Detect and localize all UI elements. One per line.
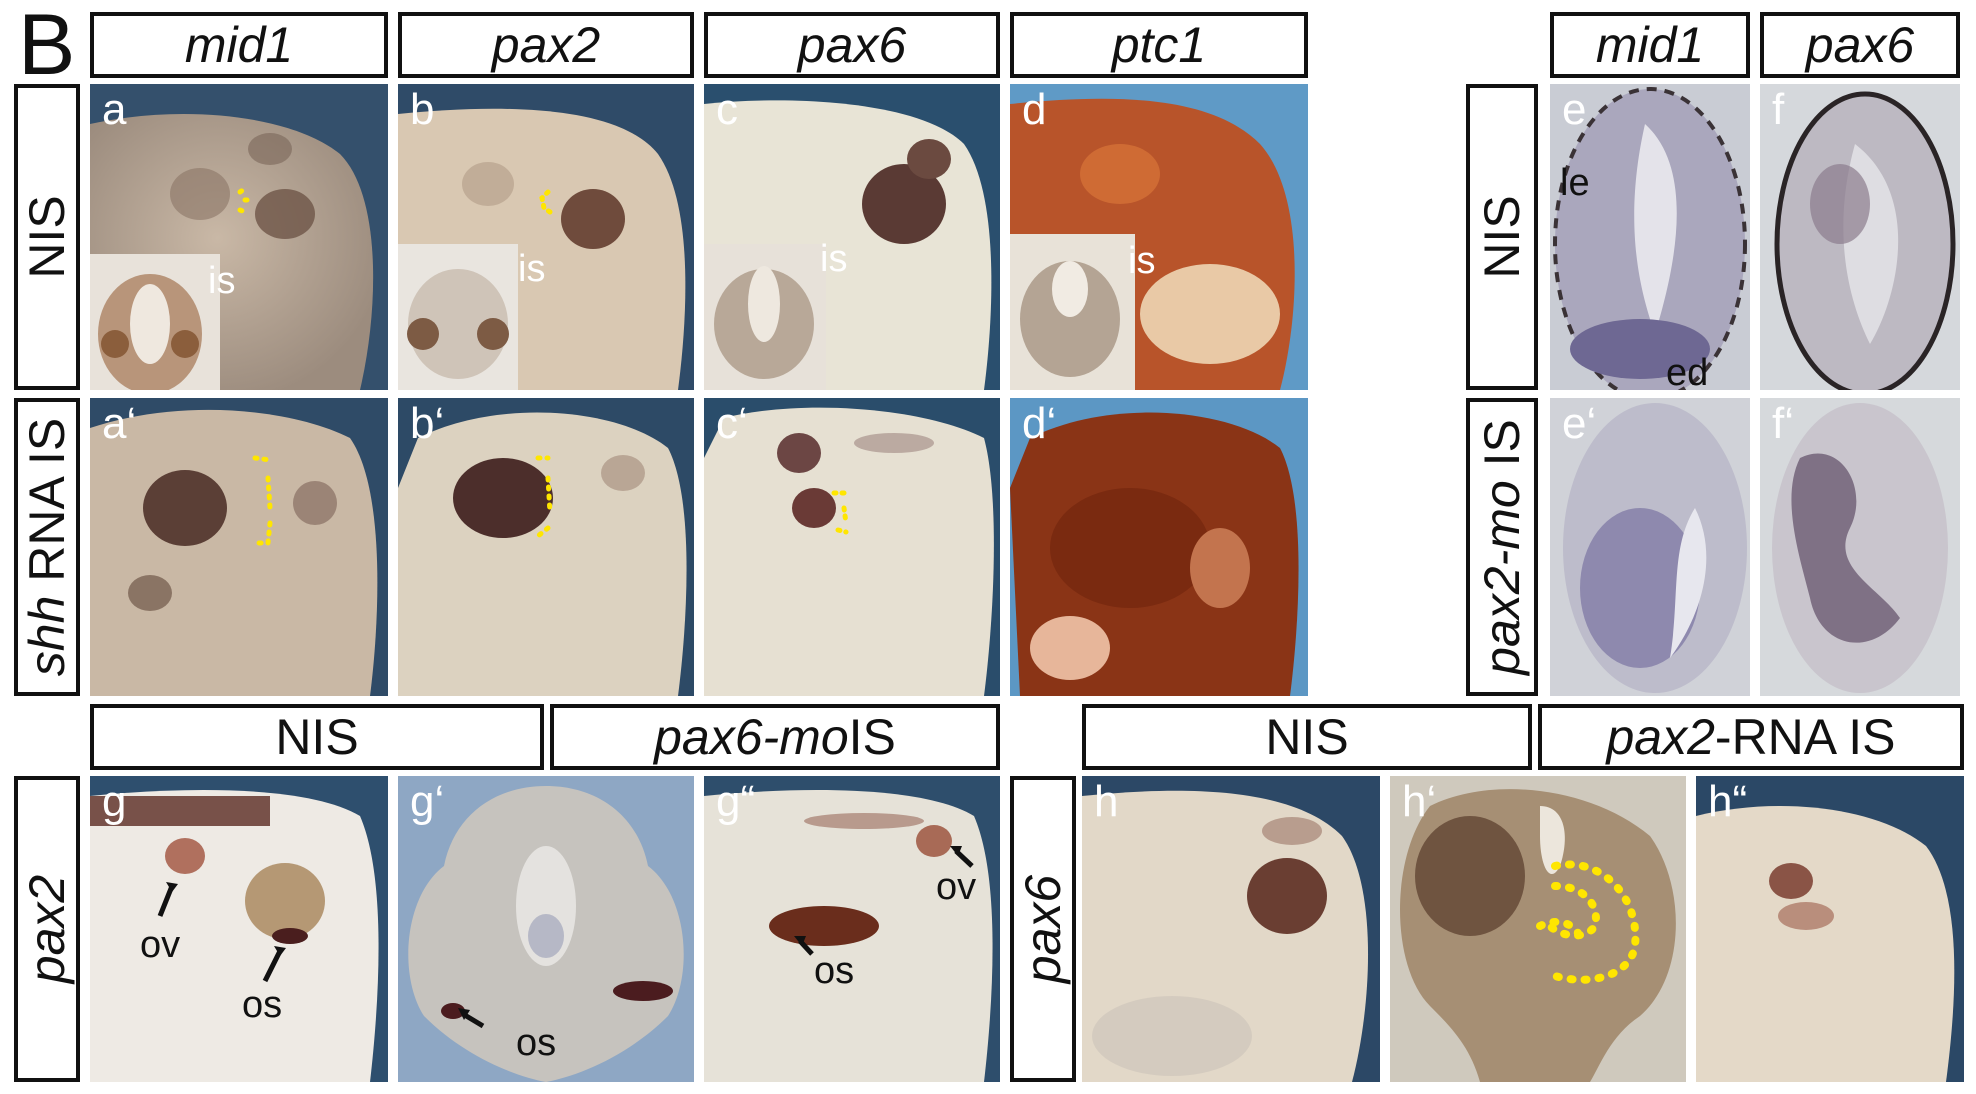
- annotation-os: os: [814, 950, 855, 992]
- micrograph-panel-b-prime: b‘: [398, 398, 694, 696]
- header-pax6-mo-is: pax6-mo IS: [550, 704, 1000, 770]
- annotation-ov: ov: [140, 924, 181, 966]
- micrograph-panel-g-double-prime: g“ os ov: [704, 776, 1000, 1082]
- panel-label-a: a: [102, 85, 127, 134]
- panel-label-c: c: [716, 85, 738, 134]
- panel-label-h-prime: h‘: [1402, 777, 1437, 826]
- micrograph-panel-d: d is: [1010, 84, 1308, 390]
- micrograph-panel-f-prime: f‘: [1760, 398, 1960, 696]
- header-pax6-right: pax6: [1760, 12, 1960, 78]
- header-mid1-right: mid1: [1550, 12, 1750, 78]
- header-ptc1: ptc1: [1010, 12, 1308, 78]
- micrograph-panel-h-prime: h‘: [1390, 776, 1686, 1082]
- micrograph-panel-b: b is: [398, 84, 694, 390]
- annotation-le: le: [1560, 162, 1590, 204]
- micrograph-panel-g: g ov os: [90, 776, 388, 1082]
- panel-label-d-prime: d‘: [1022, 399, 1057, 448]
- annotation-is: is: [1128, 240, 1156, 282]
- micrograph-panel-h-double-prime: h“: [1696, 776, 1964, 1082]
- section-letter: B: [18, 0, 76, 93]
- annotation-os: os: [516, 1022, 557, 1064]
- row-label-nis-right: NIS: [1466, 84, 1538, 390]
- micrograph-panel-h: h: [1082, 776, 1380, 1082]
- row-label-pax6: pax6: [1010, 776, 1076, 1082]
- panel-label-c-prime: c‘: [716, 399, 748, 448]
- header-pax6: pax6: [704, 12, 1000, 78]
- row-label-pax2-mo-is: pax2-mo IS: [1466, 398, 1538, 696]
- panel-label-a-prime: a‘: [102, 399, 137, 448]
- panel-label-g-double-prime: g“: [716, 777, 756, 826]
- annotation-is: is: [820, 238, 848, 280]
- annotation-ed: ed: [1666, 352, 1709, 390]
- annotation-is: is: [518, 248, 546, 290]
- header-nis-right: NIS: [1082, 704, 1532, 770]
- header-pax2-rna-is: pax2 -RNA IS: [1538, 704, 1964, 770]
- row-label-shh-rna-is: shh RNA IS: [14, 398, 80, 696]
- panel-label-e-prime: e‘: [1562, 399, 1597, 448]
- header-mid1: mid1: [90, 12, 388, 78]
- micrograph-panel-f: f: [1760, 84, 1960, 390]
- panel-label-b-prime: b‘: [410, 399, 445, 448]
- panel-label-e: e: [1562, 85, 1587, 134]
- panel-label-d: d: [1022, 85, 1047, 134]
- micrograph-panel-e: e le ed: [1550, 84, 1750, 390]
- micrograph-panel-a: a is: [90, 84, 388, 390]
- micrograph-panel-c-prime: c‘: [704, 398, 1000, 696]
- micrograph-panel-a-prime: a‘: [90, 398, 388, 696]
- panel-label-h: h: [1094, 777, 1119, 826]
- panel-label-b: b: [410, 85, 435, 134]
- micrograph-panel-d-prime: d‘: [1010, 398, 1308, 696]
- panel-label-g-prime: g‘: [410, 777, 445, 826]
- annotation-is: is: [208, 260, 236, 302]
- micrograph-panel-g-prime: g‘ os: [398, 776, 694, 1082]
- panel-label-f-prime: f‘: [1772, 399, 1794, 448]
- row-label-nis-top: NIS: [14, 84, 80, 390]
- annotation-ov: ov: [936, 866, 977, 908]
- panel-label-h-double-prime: h“: [1708, 777, 1748, 826]
- annotation-os: os: [242, 984, 283, 1026]
- header-nis-left: NIS: [90, 704, 544, 770]
- header-pax2: pax2: [398, 12, 694, 78]
- panel-label-f: f: [1772, 85, 1785, 134]
- micrograph-panel-e-prime: e‘: [1550, 398, 1750, 696]
- row-label-pax2: pax2: [14, 776, 80, 1082]
- panel-label-g: g: [102, 777, 127, 826]
- micrograph-panel-c: c is: [704, 84, 1000, 390]
